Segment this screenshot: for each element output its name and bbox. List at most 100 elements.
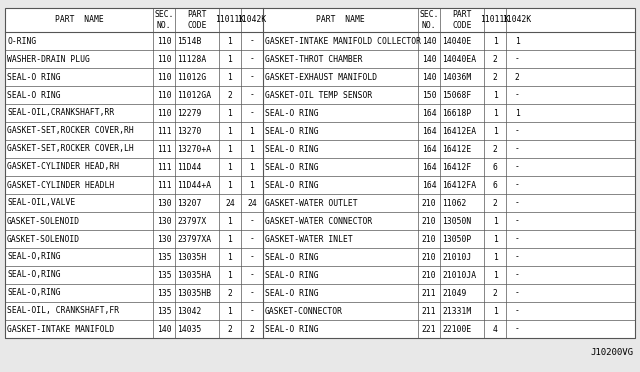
Text: SEAL-O RING: SEAL-O RING xyxy=(265,163,319,171)
Text: -: - xyxy=(250,253,255,262)
Text: -: - xyxy=(515,90,520,99)
Text: 21049: 21049 xyxy=(442,289,467,298)
Text: SEAL-O RING: SEAL-O RING xyxy=(265,180,319,189)
Text: 11042K: 11042K xyxy=(237,16,267,25)
Text: 2: 2 xyxy=(493,144,497,154)
Text: 1: 1 xyxy=(228,126,232,135)
Text: 14040EA: 14040EA xyxy=(442,55,476,64)
Text: SEAL-O RING: SEAL-O RING xyxy=(265,144,319,154)
Text: SEAL-O RING: SEAL-O RING xyxy=(265,289,319,298)
Text: 21010JA: 21010JA xyxy=(442,270,476,279)
Text: 1: 1 xyxy=(250,163,255,171)
Text: 1: 1 xyxy=(228,217,232,225)
Text: 11012G: 11012G xyxy=(177,73,206,81)
Text: -: - xyxy=(515,253,520,262)
Text: -: - xyxy=(250,217,255,225)
Text: 140: 140 xyxy=(422,73,436,81)
Text: GASKET-INTAKE MANIFOLD: GASKET-INTAKE MANIFOLD xyxy=(7,324,115,334)
Text: 22100E: 22100E xyxy=(442,324,471,334)
Text: SEAL-O RING: SEAL-O RING xyxy=(265,126,319,135)
Text: 12279: 12279 xyxy=(177,109,202,118)
Text: -: - xyxy=(250,36,255,45)
Text: 1: 1 xyxy=(493,90,497,99)
Text: 2: 2 xyxy=(493,55,497,64)
Text: SEAL-OIL,VALVE: SEAL-OIL,VALVE xyxy=(7,199,76,208)
Text: 1514B: 1514B xyxy=(177,36,202,45)
Text: 164: 164 xyxy=(422,144,436,154)
Text: 1: 1 xyxy=(515,36,520,45)
Text: -: - xyxy=(515,163,520,171)
Text: 21331M: 21331M xyxy=(442,307,471,315)
Text: 11042K: 11042K xyxy=(502,16,532,25)
Text: 6: 6 xyxy=(493,163,497,171)
Text: -: - xyxy=(515,234,520,244)
Text: -: - xyxy=(250,270,255,279)
Text: 13035HB: 13035HB xyxy=(177,289,211,298)
Text: -: - xyxy=(515,144,520,154)
Text: 1: 1 xyxy=(228,270,232,279)
Text: 13050N: 13050N xyxy=(442,217,471,225)
Text: 1: 1 xyxy=(250,126,255,135)
Text: 135: 135 xyxy=(157,253,172,262)
Text: J10200VG: J10200VG xyxy=(590,348,633,357)
Text: 1: 1 xyxy=(493,234,497,244)
Text: 1: 1 xyxy=(228,180,232,189)
Text: 1: 1 xyxy=(250,180,255,189)
Text: -: - xyxy=(515,55,520,64)
Text: 11062: 11062 xyxy=(442,199,467,208)
Text: 1: 1 xyxy=(493,217,497,225)
Text: SEAL-O RING: SEAL-O RING xyxy=(265,253,319,262)
Text: SEAL-O RING: SEAL-O RING xyxy=(265,270,319,279)
Text: -: - xyxy=(250,109,255,118)
Text: 6: 6 xyxy=(493,180,497,189)
Text: 1: 1 xyxy=(228,253,232,262)
Text: 164: 164 xyxy=(422,180,436,189)
Text: 164: 164 xyxy=(422,109,436,118)
Text: 110: 110 xyxy=(157,109,172,118)
Text: -: - xyxy=(515,270,520,279)
Text: SEAL-O,RING: SEAL-O,RING xyxy=(7,270,61,279)
Text: 211: 211 xyxy=(422,289,436,298)
Text: 11D44: 11D44 xyxy=(177,163,202,171)
Text: 13270: 13270 xyxy=(177,126,202,135)
Text: GASKET-CYLINDER HEADLH: GASKET-CYLINDER HEADLH xyxy=(7,180,115,189)
Text: 11128A: 11128A xyxy=(177,55,206,64)
Text: 130: 130 xyxy=(157,234,172,244)
Text: 14035: 14035 xyxy=(177,324,202,334)
Text: 140: 140 xyxy=(157,324,172,334)
Text: SEAL-O RING: SEAL-O RING xyxy=(265,324,319,334)
Text: 16412EA: 16412EA xyxy=(442,126,476,135)
Text: 1: 1 xyxy=(228,234,232,244)
Text: 16412E: 16412E xyxy=(442,144,471,154)
Text: 11012GA: 11012GA xyxy=(177,90,211,99)
Text: 1: 1 xyxy=(493,253,497,262)
Text: SEAL-O,RING: SEAL-O,RING xyxy=(7,289,61,298)
Text: 4: 4 xyxy=(493,324,497,334)
Text: SEAL-O RING: SEAL-O RING xyxy=(7,90,61,99)
Text: 210: 210 xyxy=(422,199,436,208)
Text: 135: 135 xyxy=(157,270,172,279)
Text: -: - xyxy=(515,324,520,334)
Text: 13035HA: 13035HA xyxy=(177,270,211,279)
Text: GASKET-SET,ROCKER COVER,RH: GASKET-SET,ROCKER COVER,RH xyxy=(7,126,134,135)
Text: 1: 1 xyxy=(515,109,520,118)
Text: 110: 110 xyxy=(157,73,172,81)
Text: GASKET-SET,ROCKER COVER,LH: GASKET-SET,ROCKER COVER,LH xyxy=(7,144,134,154)
Text: -: - xyxy=(515,289,520,298)
Text: 1: 1 xyxy=(493,109,497,118)
Text: 1: 1 xyxy=(493,270,497,279)
Text: SEC.
NO.: SEC. NO. xyxy=(154,10,173,30)
Text: -: - xyxy=(250,307,255,315)
Text: 150: 150 xyxy=(422,90,436,99)
Text: -: - xyxy=(515,180,520,189)
Text: GASKET-CYLINDER HEAD,RH: GASKET-CYLINDER HEAD,RH xyxy=(7,163,119,171)
Text: 1: 1 xyxy=(493,126,497,135)
Text: 130: 130 xyxy=(157,217,172,225)
Text: 13207: 13207 xyxy=(177,199,202,208)
Text: 13270+A: 13270+A xyxy=(177,144,211,154)
Text: 111: 111 xyxy=(157,180,172,189)
Text: 210: 210 xyxy=(422,253,436,262)
Text: WASHER-DRAIN PLUG: WASHER-DRAIN PLUG xyxy=(7,55,90,64)
Text: 110: 110 xyxy=(157,36,172,45)
Text: 1: 1 xyxy=(228,307,232,315)
